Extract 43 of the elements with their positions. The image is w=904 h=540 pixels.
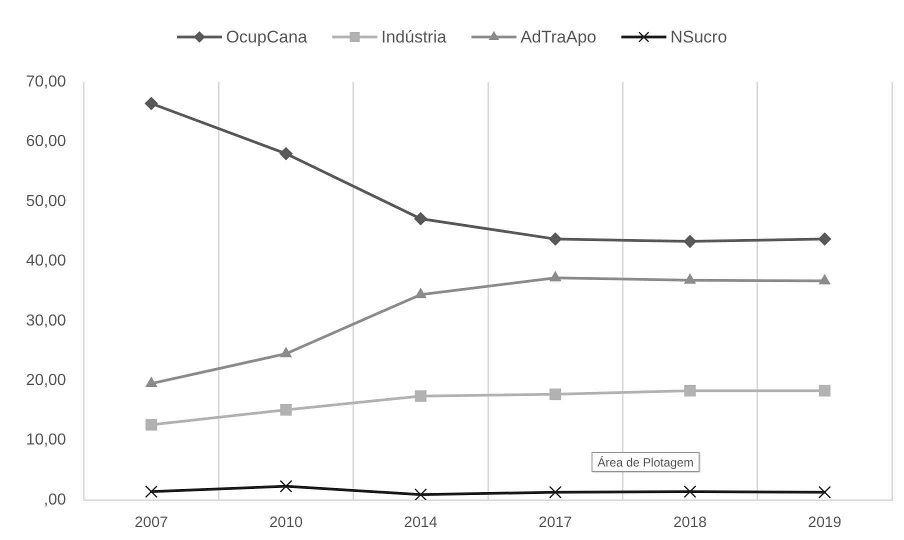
point bbox=[414, 390, 426, 402]
point bbox=[280, 347, 292, 358]
point bbox=[145, 485, 158, 498]
annotation: Área de Plotagem bbox=[598, 455, 694, 470]
y-tick-label: 10,00 bbox=[26, 432, 66, 449]
y-tick-label: 40,00 bbox=[26, 252, 66, 270]
point bbox=[146, 377, 158, 388]
y-tick-label: 70,00 bbox=[26, 73, 66, 90]
x-tick-label: 2017 bbox=[538, 514, 572, 532]
point bbox=[684, 384, 696, 397]
x-tick-label: 2007 bbox=[134, 514, 168, 532]
point bbox=[818, 232, 832, 246]
point bbox=[146, 418, 158, 431]
point bbox=[414, 488, 427, 500]
point bbox=[280, 480, 292, 493]
y-tick-label: 20,00 bbox=[26, 372, 66, 389]
legend-label: OcupCana bbox=[226, 28, 308, 47]
point bbox=[414, 212, 428, 226]
point bbox=[818, 384, 830, 397]
y-tick-label: 30,00 bbox=[26, 312, 66, 330]
point bbox=[414, 288, 426, 298]
point bbox=[550, 271, 562, 282]
point bbox=[548, 232, 562, 246]
point bbox=[280, 404, 292, 416]
point bbox=[144, 96, 158, 110]
y-tick-label: 60,00 bbox=[26, 133, 66, 150]
point bbox=[280, 147, 292, 160]
x-tick-label: 2019 bbox=[808, 514, 842, 532]
legend-label: Indústria bbox=[381, 28, 447, 47]
point bbox=[818, 274, 830, 284]
y-tick-label: 50,00 bbox=[26, 192, 66, 210]
x-tick-label: 2014 bbox=[404, 514, 438, 532]
x-tick-label: 2010 bbox=[269, 514, 303, 532]
legend-label: NSucro bbox=[670, 28, 728, 47]
point bbox=[818, 486, 831, 499]
y-tick-label: ,00 bbox=[44, 491, 66, 508]
point bbox=[684, 274, 696, 284]
point bbox=[684, 485, 696, 498]
x-tick-label: 2018 bbox=[673, 514, 707, 532]
legend-label: AdTraApo bbox=[520, 28, 596, 47]
point bbox=[549, 486, 562, 499]
point bbox=[684, 234, 696, 248]
point bbox=[550, 388, 562, 400]
